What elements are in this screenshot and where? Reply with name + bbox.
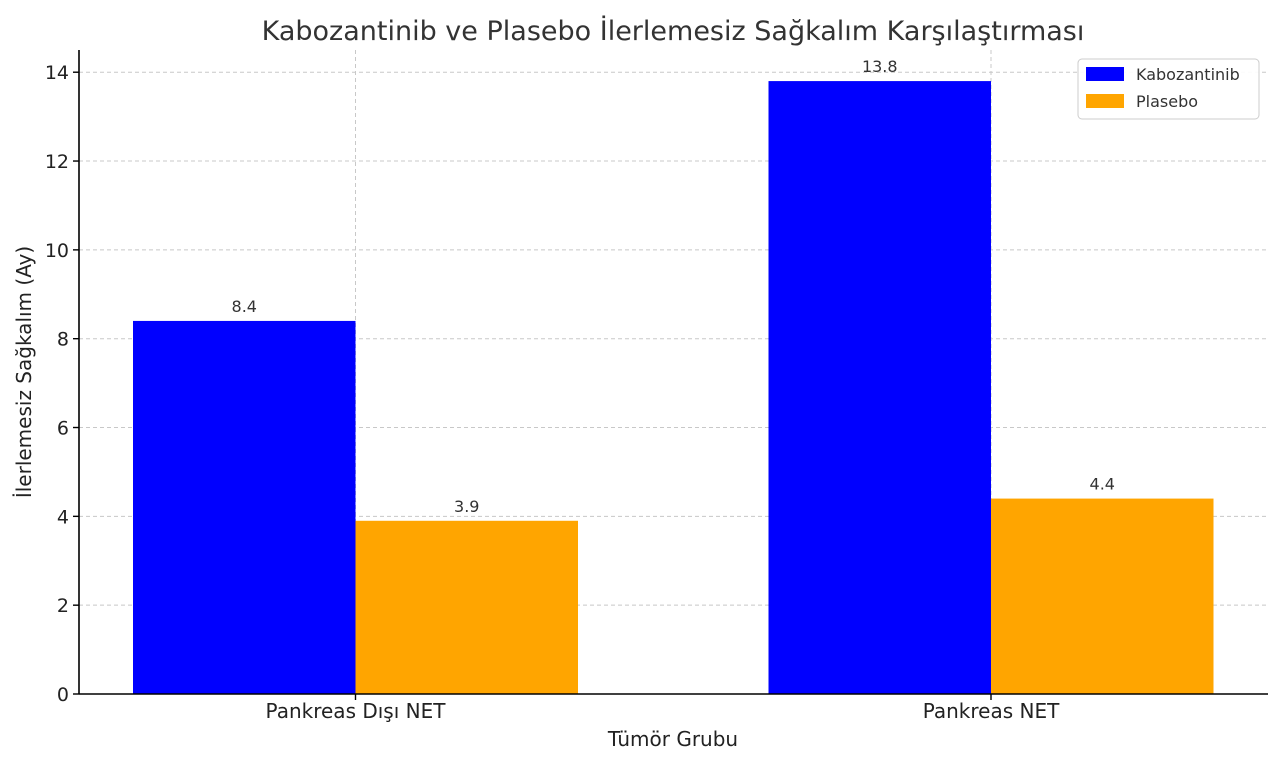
- x-axis-label: Tümör Grubu: [607, 727, 738, 751]
- x-ticks: Pankreas Dışı NET Pankreas NET: [266, 694, 1060, 723]
- bar-plasebo: [991, 498, 1214, 694]
- bar-kabozantinib: [133, 320, 356, 694]
- bar-kabozantinib: [768, 81, 991, 694]
- y-tick-label: 8: [57, 329, 69, 351]
- data-label: 8.4: [232, 297, 257, 316]
- y-tick-label: 12: [45, 151, 69, 173]
- legend-label: Kabozantinib: [1136, 65, 1240, 84]
- axes: [78, 50, 1268, 695]
- legend-swatch: [1086, 67, 1124, 81]
- y-tick-label: 2: [57, 595, 69, 617]
- bars: [133, 81, 1214, 694]
- data-label: 4.4: [1090, 475, 1115, 494]
- y-ticks: 0 2 4 6 8 10 12 14: [45, 62, 79, 706]
- x-tick-label: Pankreas NET: [923, 699, 1060, 723]
- y-tick-label: 0: [57, 684, 69, 706]
- y-tick-label: 10: [45, 240, 69, 262]
- legend-swatch: [1086, 94, 1124, 108]
- chart-title: Kabozantinib ve Plasebo İlerlemesiz Sağk…: [262, 15, 1085, 47]
- legend-label: Plasebo: [1136, 92, 1198, 111]
- y-tick-label: 4: [57, 506, 69, 528]
- x-tick-label: Pankreas Dışı NET: [266, 699, 447, 723]
- y-tick-label: 6: [57, 418, 69, 440]
- data-label: 13.8: [862, 57, 898, 76]
- legend: Kabozantinib Plasebo: [1077, 58, 1260, 120]
- data-labels: 8.4 13.8 3.9 4.4: [232, 57, 1115, 516]
- y-axis-label: İlerlemesiz Sağkalım (Ay): [12, 246, 36, 498]
- y-tick-label: 14: [45, 62, 69, 84]
- bar-plasebo: [355, 520, 578, 694]
- data-label: 3.9: [454, 497, 479, 516]
